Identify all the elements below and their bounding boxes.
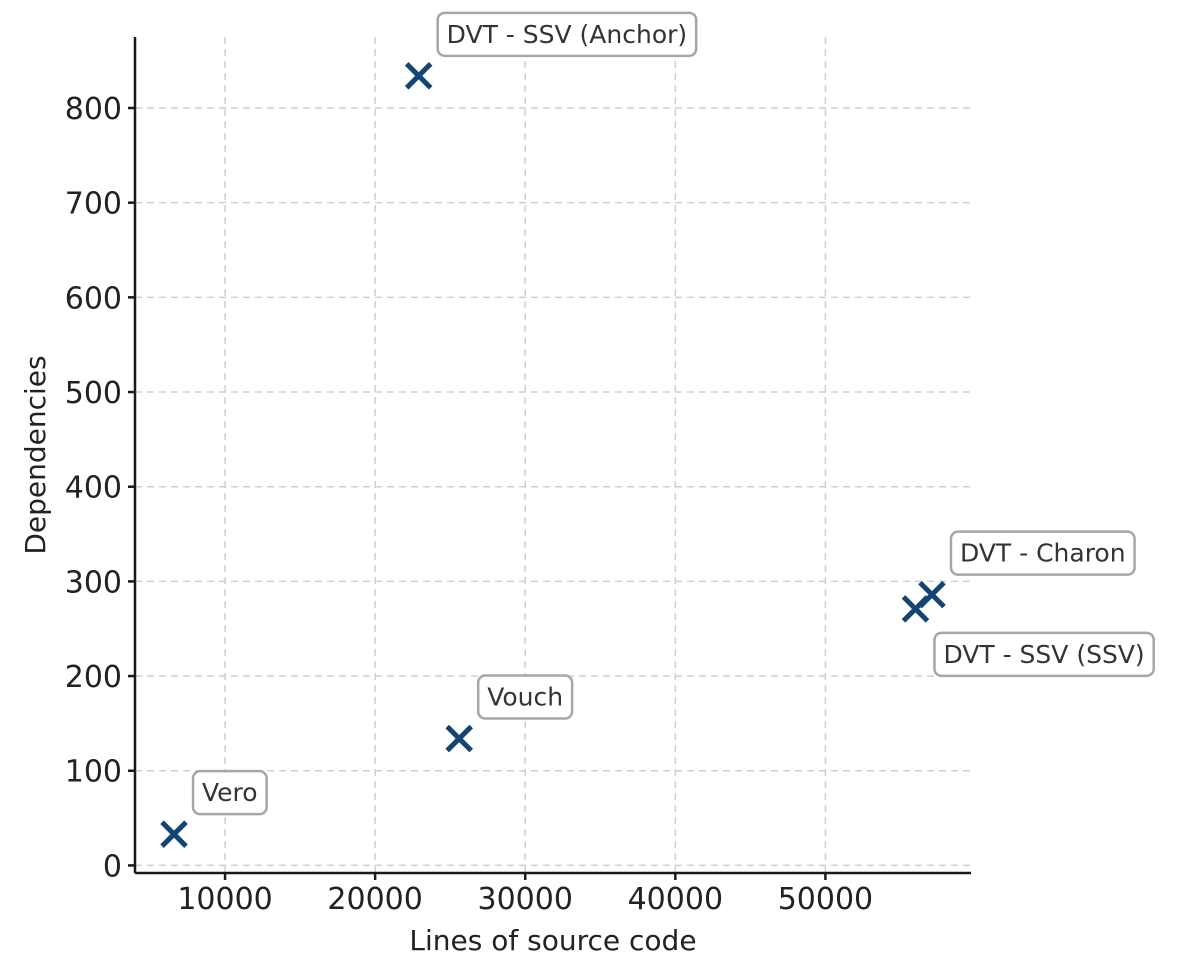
y-tick-label: 300 <box>65 565 122 600</box>
x-tick-label: 30000 <box>478 882 573 917</box>
point-label: DVT - Charon <box>960 539 1126 568</box>
point-annotation: Vero <box>191 769 268 816</box>
data-point <box>404 62 433 90</box>
y-tick-label: 100 <box>65 755 122 790</box>
x-tick-label: 20000 <box>327 882 422 917</box>
y-tick-label: 600 <box>65 281 122 316</box>
point-label: DVT - SSV (Anchor) <box>447 20 688 49</box>
data-point <box>160 820 188 848</box>
data-points <box>160 62 946 848</box>
x-axis-label: Lines of source code <box>409 924 696 957</box>
point-annotation: DVT - SSV (SSV) <box>933 631 1155 678</box>
axes <box>133 37 971 875</box>
point-label: Vero <box>202 778 258 807</box>
x-tick-label: 50000 <box>778 882 873 917</box>
point-label: Vouch <box>487 683 563 712</box>
x-tick-label: 40000 <box>628 882 723 917</box>
y-tick-label: 200 <box>65 660 122 695</box>
point-annotation: DVT - SSV (Anchor) <box>436 11 698 58</box>
annotations: Vero Vouch DVT - SSV (Anchor) DVT - SSV (SS… <box>191 11 1155 816</box>
y-tick-label: 0 <box>103 849 122 884</box>
point-label: DVT - SSV (SSV) <box>943 640 1144 669</box>
y-tick-label: 800 <box>65 92 122 127</box>
y-tick-label: 700 <box>65 187 122 222</box>
point-annotation: DVT - Charon <box>949 530 1136 576</box>
x-tick-label: 10000 <box>177 882 272 917</box>
grid <box>135 37 971 873</box>
data-point <box>918 580 946 609</box>
ticks: 10000 20000 30000 40000 50000 0 100 200 300 400 50… <box>65 92 873 917</box>
y-tick-label: 500 <box>65 376 122 411</box>
point-annotation: Vouch <box>476 674 574 720</box>
y-axis-label: Dependencies <box>19 355 52 554</box>
y-tick-label: 400 <box>65 471 122 506</box>
data-point <box>445 724 473 753</box>
